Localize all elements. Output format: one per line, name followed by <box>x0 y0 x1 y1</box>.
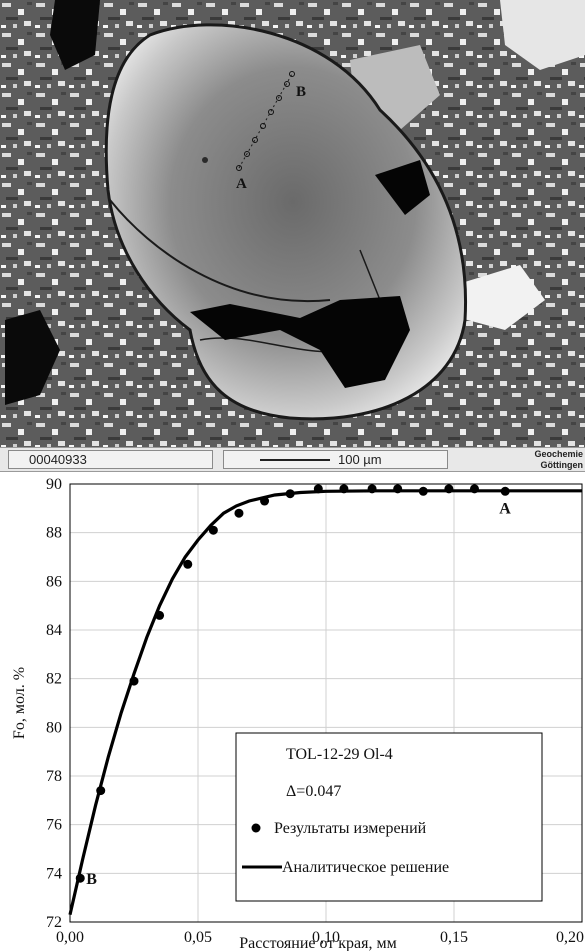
x-tick-label: 0,00 <box>56 929 84 946</box>
x-tick-label: 0,20 <box>556 929 584 946</box>
y-tick-label: 72 <box>46 914 62 931</box>
y-tick-label: 82 <box>46 671 62 688</box>
legend-title: TOL-12-29 Ol-4 <box>286 746 393 763</box>
y-tick-label: 78 <box>46 768 62 785</box>
image-number: 00040933 <box>8 450 213 469</box>
data-point <box>313 484 323 494</box>
legend-label-analytical: Аналитическое решение <box>282 859 449 876</box>
y-tick-label: 88 <box>46 525 62 542</box>
micrograph-image: A B <box>0 0 585 447</box>
measurement-profile <box>236 71 295 171</box>
legend-marker-measurements <box>251 823 261 833</box>
y-axis-label: Fo, мол. % <box>11 667 28 739</box>
plot-area <box>69 483 583 923</box>
scale-bar-line <box>260 459 330 461</box>
y-tick-label: 74 <box>46 865 62 882</box>
data-point <box>500 486 510 496</box>
y-tick-label: 76 <box>46 817 62 834</box>
point-label-a: A <box>236 176 247 192</box>
annotation-b: B <box>86 871 97 888</box>
y-axis-ticks: 72 74 76 78 80 82 84 86 88 90 <box>46 476 62 931</box>
lab-line-2: Göttingen <box>540 460 584 470</box>
legend: TOL-12-29 Ol-4 Δ=0.047 Результаты измере… <box>235 732 543 902</box>
y-tick-label: 90 <box>46 476 62 493</box>
measurement-points <box>75 484 510 883</box>
lab-line-1: Geochemie <box>534 449 583 459</box>
legend-box <box>235 732 543 902</box>
lab-name: Geochemie Göttingen <box>534 449 583 471</box>
scale-bar-label: 100 µm <box>338 452 382 467</box>
x-tick-label: 0,15 <box>440 929 468 946</box>
data-point <box>339 484 349 494</box>
data-point <box>285 489 295 499</box>
fo-profile-chart: 72 74 76 78 80 82 84 86 88 90 0,00 0,05 0,10 0,15 0,2… <box>11 476 584 951</box>
data-point <box>183 559 193 569</box>
data-point <box>234 508 244 518</box>
point-label-b: B <box>296 84 306 100</box>
data-point <box>129 676 139 686</box>
data-point <box>418 486 428 496</box>
legend-label-measurements: Результаты измерений <box>274 820 427 837</box>
data-point <box>393 484 403 494</box>
x-axis-ticks: 0,00 0,05 0,10 0,15 0,20 <box>56 929 584 946</box>
annotation-a: A <box>499 500 511 517</box>
data-point <box>469 484 479 494</box>
y-tick-label: 86 <box>46 573 62 590</box>
data-point <box>367 484 377 494</box>
data-point <box>208 525 218 535</box>
data-point <box>75 873 85 883</box>
y-tick-label: 84 <box>46 622 62 639</box>
data-point <box>260 496 270 506</box>
x-tick-label: 0,05 <box>184 929 212 946</box>
data-point <box>96 786 106 796</box>
scale-bar: 100 µm <box>223 450 448 469</box>
bse-micrograph: A B <box>0 0 585 447</box>
legend-parameter: Δ=0.047 <box>286 783 341 800</box>
data-point <box>444 484 454 494</box>
data-point <box>155 610 165 620</box>
x-tick-label: 0,10 <box>312 929 340 946</box>
micrograph-info-bar: 00040933 100 µm Geochemie Göttingen <box>0 447 585 472</box>
x-axis-label: Расстояние от края, мм <box>239 935 397 951</box>
y-tick-label: 80 <box>46 719 62 736</box>
